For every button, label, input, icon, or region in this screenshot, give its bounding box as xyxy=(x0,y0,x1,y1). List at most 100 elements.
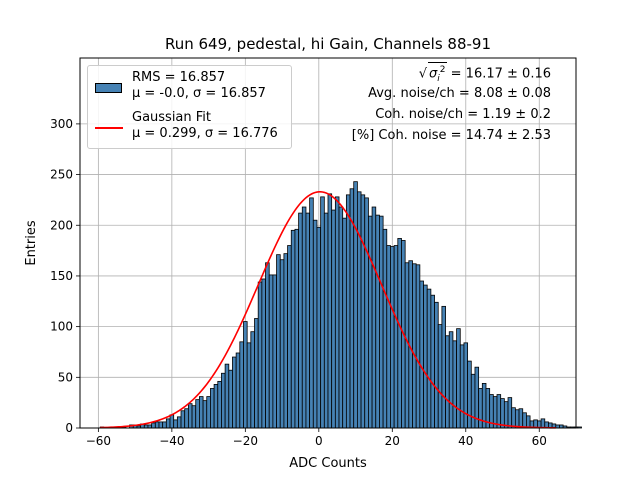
histogram-bar xyxy=(169,414,175,429)
y-tick-label: 250 xyxy=(50,168,73,182)
histogram-bar xyxy=(279,259,285,429)
histogram-bar xyxy=(507,397,513,429)
y-tick-label: 300 xyxy=(50,117,73,131)
histogram-bar xyxy=(309,197,314,429)
histogram-bar xyxy=(180,410,186,429)
x-tick-label: −60 xyxy=(86,434,111,448)
histogram-bar xyxy=(496,394,502,429)
histogram-bar xyxy=(213,384,219,429)
histogram-bar xyxy=(165,418,171,429)
histogram-bar xyxy=(191,405,197,429)
legend-fit-label: Gaussian Fit xyxy=(132,110,212,125)
histogram-bar xyxy=(323,212,329,429)
histogram-bar xyxy=(456,328,461,429)
y-tick-label: 100 xyxy=(50,320,73,334)
histogram-bar xyxy=(393,245,399,429)
histogram-bar xyxy=(426,288,432,429)
histogram-bar xyxy=(224,363,230,429)
histogram-bar xyxy=(202,400,208,429)
histogram-bar xyxy=(151,422,156,429)
histogram-bar xyxy=(441,305,446,429)
histogram-bar xyxy=(375,214,380,429)
histogram-bar xyxy=(287,245,292,429)
histogram-bar xyxy=(540,418,546,429)
stats-sigma-line: √ σi2 = 16.17 ± 0.16 xyxy=(352,62,551,84)
histogram-bar xyxy=(434,301,439,429)
histogram-bar xyxy=(459,344,465,429)
histogram-bar xyxy=(353,181,358,429)
histogram-bar xyxy=(184,408,189,429)
histogram-bar xyxy=(232,356,237,429)
histogram-bar xyxy=(452,340,457,429)
histogram-bar xyxy=(195,399,200,429)
histogram-bar xyxy=(158,421,164,429)
histogram-bar xyxy=(437,324,443,429)
legend-fit-swatch xyxy=(95,127,123,129)
histogram-bar xyxy=(331,209,336,429)
legend-rms-params: μ = -0.0, σ = 16.857 xyxy=(132,86,266,101)
histogram-bar xyxy=(412,263,417,429)
histogram-bars xyxy=(99,181,582,429)
legend-rms-label: RMS = 16.857 xyxy=(132,70,226,85)
histogram-bar xyxy=(470,373,476,429)
x-tick-label: 20 xyxy=(385,434,400,448)
chart-title: Run 649, pedestal, hi Gain, Channels 88-… xyxy=(165,35,491,53)
histogram-bar xyxy=(386,245,391,429)
histogram-bar xyxy=(334,196,340,429)
histogram-bar xyxy=(199,396,204,429)
axis-ticks: −60 −40 −20 0 20 40 60 0 50 100 150 200 250 300 xyxy=(50,117,547,448)
sigma-value: = 16.17 ± 0.16 xyxy=(446,66,551,82)
histogram-bar xyxy=(235,352,241,429)
gaussian-fit-curve xyxy=(100,191,556,429)
histogram-bar xyxy=(210,388,215,429)
y-tick-label: 150 xyxy=(50,269,73,283)
histogram-bar xyxy=(448,331,454,429)
histogram-bar xyxy=(305,212,311,429)
histogram-bar xyxy=(276,254,281,429)
histogram-bar xyxy=(206,396,211,429)
histogram-bar xyxy=(217,380,222,429)
histogram-bar xyxy=(265,262,270,429)
legend-fit-params: μ = 0.299, σ = 16.776 xyxy=(132,126,278,141)
histogram-bar xyxy=(243,321,248,429)
histogram-bar xyxy=(154,421,160,429)
histogram-bar xyxy=(364,197,369,429)
histogram-bar xyxy=(290,229,296,429)
legend-histogram-swatch xyxy=(95,83,122,93)
histogram-bar xyxy=(320,196,325,429)
histogram-bar xyxy=(500,398,505,429)
histogram-bar xyxy=(342,217,347,429)
legend-entry-fit: Gaussian Fit μ = 0.299, σ = 16.776 xyxy=(132,110,278,142)
histogram-bar xyxy=(316,226,322,429)
histogram-bar xyxy=(301,206,307,429)
histogram-bar xyxy=(382,228,388,429)
sqrt-sign: √ xyxy=(418,66,428,82)
histogram-bar xyxy=(478,388,483,429)
x-axis-label: ADC Counts xyxy=(289,456,367,471)
histogram-bar xyxy=(176,416,182,429)
histogram-bar xyxy=(514,409,520,429)
histogram-bar xyxy=(246,342,252,429)
x-tick-label: −40 xyxy=(159,434,184,448)
histogram-bar xyxy=(368,215,373,429)
histogram-bar xyxy=(298,212,303,429)
histogram-bar xyxy=(239,341,244,429)
histogram-bar xyxy=(345,194,351,429)
histogram-bar xyxy=(371,206,377,429)
histogram-bar xyxy=(173,419,178,429)
histogram-bar xyxy=(526,415,531,429)
stats-avg-noise: Avg. noise/ch = 8.08 ± 0.08 xyxy=(368,86,551,101)
x-tick-label: 0 xyxy=(315,434,323,448)
histogram-bar xyxy=(221,372,226,429)
histogram-bar xyxy=(360,194,366,429)
y-tick-label: 50 xyxy=(58,370,73,384)
stats-annotation: √ σi2 = 16.17 ± 0.16 Avg. noise/ch = 8.08… xyxy=(352,62,551,146)
histogram-bar xyxy=(257,281,263,429)
histogram-bar xyxy=(228,369,233,429)
histogram-bar xyxy=(397,238,402,429)
histogram-bar xyxy=(261,278,266,429)
histogram-bar xyxy=(423,284,428,429)
histogram-bar xyxy=(467,360,472,429)
histogram-bar xyxy=(577,426,582,429)
